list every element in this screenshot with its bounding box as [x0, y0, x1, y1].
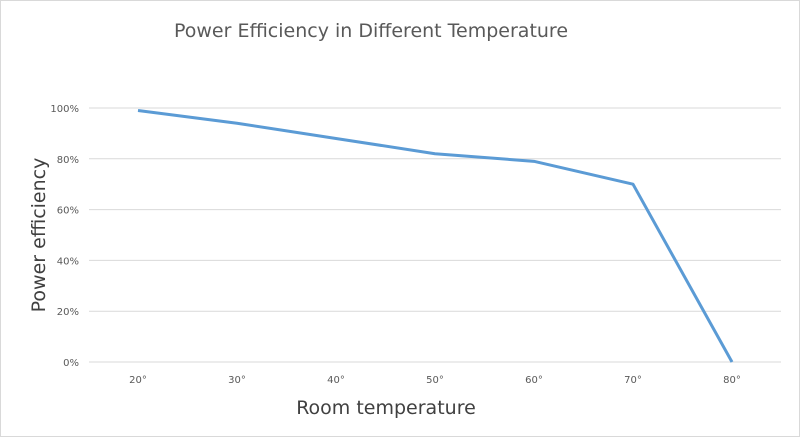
x-tick-label: 80° [723, 375, 741, 386]
y-tick-label: 100% [50, 104, 79, 115]
y-tick-label: 40% [57, 256, 79, 267]
y-tick-label: 60% [57, 206, 79, 217]
x-tick-label: 40° [327, 375, 345, 386]
x-tick-label: 50° [426, 375, 444, 386]
x-tick-label: 30° [228, 375, 246, 386]
x-tick-label: 60° [525, 375, 543, 386]
x-axis-label: Room temperature [296, 397, 476, 419]
x-tick-label: 70° [624, 375, 642, 386]
y-axis-label: Power efficiency [28, 158, 50, 313]
x-tick-label: 20° [129, 375, 147, 386]
y-tick-label: 0% [63, 358, 79, 369]
y-tick-label: 20% [57, 307, 79, 318]
y-tick-label: 80% [57, 155, 79, 166]
series-line [138, 111, 732, 362]
chart-title: Power Efficiency in Different Temperatur… [174, 20, 568, 42]
